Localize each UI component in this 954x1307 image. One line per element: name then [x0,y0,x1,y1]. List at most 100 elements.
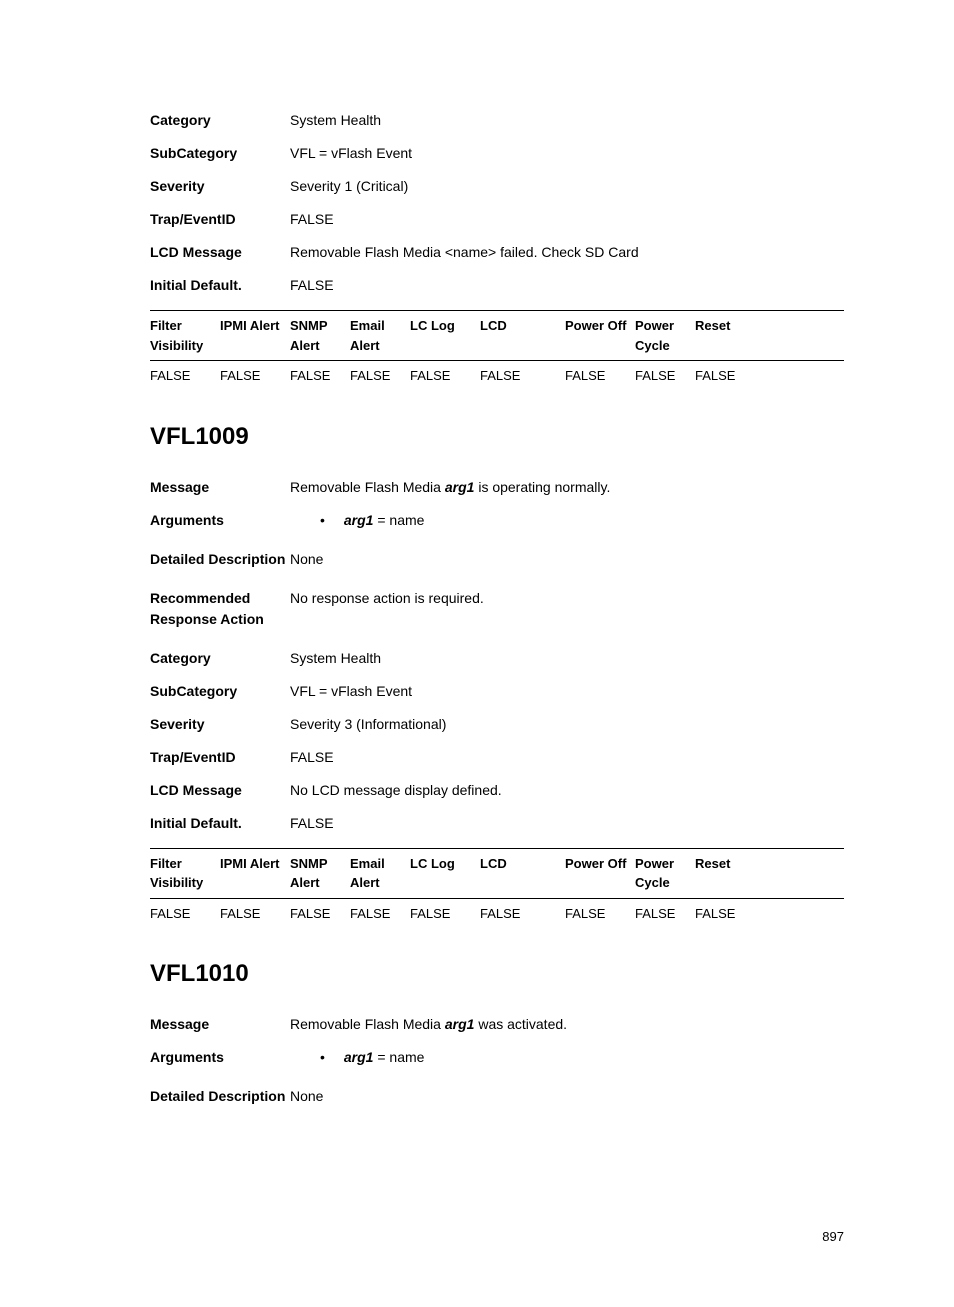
value-subcategory: VFL = vFlash Event [290,681,412,702]
arg-key: arg1 [344,1049,374,1065]
label-severity: Severity [150,176,290,197]
label-lcd-message: LCD Message [150,242,290,263]
td-lc-log: FALSE [410,904,480,924]
td-power-cycle: FALSE [635,904,695,924]
field-recommended-response-action: Recommended Response Action No response … [150,588,844,630]
value-message: Removable Flash Media arg1 was activated… [290,1014,567,1035]
td-power-off: FALSE [565,904,635,924]
td-power-off: FALSE [565,366,635,386]
value-initial-default: FALSE [290,813,334,834]
page-number: 897 [150,1227,844,1247]
label-initial-default: Initial Default. [150,813,290,834]
table-header-row: Filter Visibility IPMI Alert SNMP Alert … [150,848,844,899]
td-snmp-alert: FALSE [290,904,350,924]
th-reset: Reset [695,316,755,355]
th-ipmi-alert: IPMI Alert [220,854,290,893]
field-subcategory-2: SubCategory VFL = vFlash Event [150,681,844,702]
section-1-table: Filter Visibility IPMI Alert SNMP Alert … [150,310,844,391]
field-subcategory: SubCategory VFL = vFlash Event [150,143,844,164]
section-3-fields: Message Removable Flash Media arg1 was a… [150,1014,844,1107]
bullet-icon: • [320,1047,340,1068]
value-subcategory: VFL = vFlash Event [290,143,412,164]
section-1-fields: Category System Health SubCategory VFL =… [150,110,844,296]
label-category: Category [150,110,290,131]
value-recommended-response-action: No response action is required. [290,588,484,609]
field-lcd-message-2: LCD Message No LCD message display defin… [150,780,844,801]
td-ipmi-alert: FALSE [220,366,290,386]
message-post: is operating normally. [474,479,610,495]
field-initial-default: Initial Default. FALSE [150,275,844,296]
td-email-alert: FALSE [350,904,410,924]
message-post: was activated. [474,1016,567,1032]
td-snmp-alert: FALSE [290,366,350,386]
field-message: Message Removable Flash Media arg1 is op… [150,477,844,498]
label-arguments: Arguments [150,510,290,531]
td-filter-visibility: FALSE [150,366,220,386]
label-trap-event-id: Trap/EventID [150,747,290,768]
bullet-icon: • [320,510,340,531]
value-lcd-message: Removable Flash Media <name> failed. Che… [290,242,639,263]
table-row: FALSE FALSE FALSE FALSE FALSE FALSE FALS… [150,361,844,391]
message-arg: arg1 [445,1016,475,1032]
field-category: Category System Health [150,110,844,131]
th-snmp-alert: SNMP Alert [290,316,350,355]
label-initial-default: Initial Default. [150,275,290,296]
label-trap-event-id: Trap/EventID [150,209,290,230]
th-lc-log: LC Log [410,854,480,893]
section-2-table: Filter Visibility IPMI Alert SNMP Alert … [150,848,844,929]
table-header-row: Filter Visibility IPMI Alert SNMP Alert … [150,310,844,361]
message-pre: Removable Flash Media [290,479,445,495]
field-trap-event-id: Trap/EventID FALSE [150,209,844,230]
td-filter-visibility: FALSE [150,904,220,924]
field-trap-event-id-2: Trap/EventID FALSE [150,747,844,768]
arg-key: arg1 [344,512,374,528]
td-lcd: FALSE [480,904,565,924]
value-severity: Severity 3 (Informational) [290,714,446,735]
value-trap-event-id: FALSE [290,209,334,230]
field-category-2: Category System Health [150,648,844,669]
td-power-cycle: FALSE [635,366,695,386]
th-filter-visibility: Filter Visibility [150,854,220,893]
message-arg: arg1 [445,479,475,495]
label-message: Message [150,1014,290,1035]
th-lc-log: LC Log [410,316,480,355]
td-email-alert: FALSE [350,366,410,386]
label-recommended-response-action: Recommended Response Action [150,588,290,630]
th-lcd: LCD [480,316,565,355]
th-snmp-alert: SNMP Alert [290,854,350,893]
field-severity: Severity Severity 1 (Critical) [150,176,844,197]
td-reset: FALSE [695,366,755,386]
th-email-alert: Email Alert [350,854,410,893]
value-lcd-message: No LCD message display defined. [290,780,502,801]
value-detailed-description: None [290,549,323,570]
table-row: FALSE FALSE FALSE FALSE FALSE FALSE FALS… [150,899,844,929]
label-severity: Severity [150,714,290,735]
value-initial-default: FALSE [290,275,334,296]
field-detailed-description: Detailed Description None [150,549,844,570]
value-message: Removable Flash Media arg1 is operating … [290,477,610,498]
field-initial-default-2: Initial Default. FALSE [150,813,844,834]
value-arguments: • arg1 = name [290,510,424,531]
value-trap-event-id: FALSE [290,747,334,768]
heading-vfl1009: VFL1009 [150,419,844,455]
heading-vfl1010: VFL1010 [150,956,844,992]
th-lcd: LCD [480,854,565,893]
th-power-cycle: Power Cycle [635,316,695,355]
label-lcd-message: LCD Message [150,780,290,801]
field-severity-2: Severity Severity 3 (Informational) [150,714,844,735]
value-arguments: • arg1 = name [290,1047,424,1068]
th-filter-visibility: Filter Visibility [150,316,220,355]
value-severity: Severity 1 (Critical) [290,176,408,197]
th-reset: Reset [695,854,755,893]
th-email-alert: Email Alert [350,316,410,355]
th-power-off: Power Off [565,316,635,355]
arg-eq: = name [373,512,424,528]
label-detailed-description: Detailed Description [150,549,290,570]
arg-eq: = name [373,1049,424,1065]
label-subcategory: SubCategory [150,143,290,164]
field-arguments-3: Arguments • arg1 = name [150,1047,844,1068]
label-detailed-description: Detailed Description [150,1086,290,1107]
label-arguments: Arguments [150,1047,290,1068]
label-message: Message [150,477,290,498]
field-arguments: Arguments • arg1 = name [150,510,844,531]
